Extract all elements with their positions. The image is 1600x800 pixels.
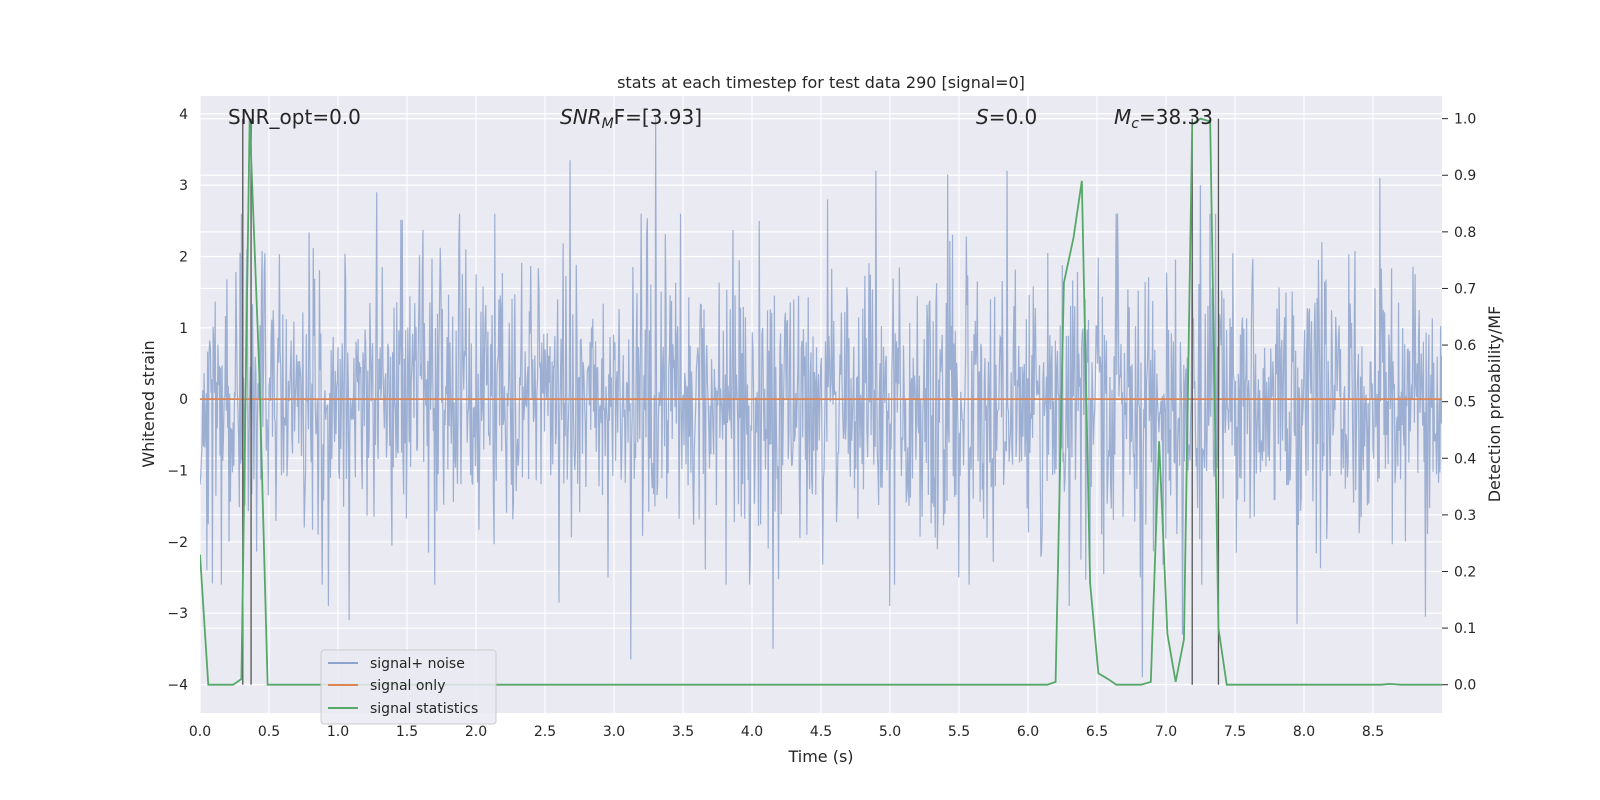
annotation-s-rest: =0.0 <box>989 105 1038 129</box>
right-tick-label: 1.0 <box>1454 112 1476 128</box>
y-axis-ticks: −4 −3 −2 −1 0 1 2 3 4 <box>167 107 188 694</box>
signal-statistics-line <box>200 117 1442 686</box>
x-tick-label: 8.0 <box>1293 724 1315 740</box>
right-axis-ticks: 0.0 0.1 0.2 0.3 0.4 0.5 0.6 0.7 0.8 0.9 1.0 <box>1442 112 1476 694</box>
x-tick-label: 3.5 <box>672 724 694 740</box>
series-signal-noise <box>200 117 1442 678</box>
right-tick-label: 0.2 <box>1454 564 1476 580</box>
x-tick-label: 1.5 <box>396 724 418 740</box>
y-tick-label: 3 <box>179 178 188 194</box>
annotation-mc-sub: c <box>1131 116 1139 132</box>
y-tick-label: 2 <box>179 249 188 265</box>
y-tick-label: −1 <box>167 463 188 479</box>
annotation-s-main: S <box>976 105 989 129</box>
annotation-snr-mf-sub: M <box>602 116 614 132</box>
y-axis-label: Whitened strain <box>139 340 158 467</box>
series-signal-statistics <box>200 117 1442 686</box>
legend: signal+ noise signal only signal statist… <box>320 649 497 725</box>
x-axis-ticks: 0.0 0.5 1.0 1.5 2.0 2.5 3.0 3.5 4.0 4.5 5.0 5.5 6.0 6… <box>189 724 1384 740</box>
x-tick-label: 2.0 <box>465 724 487 740</box>
right-tick-label: 0.1 <box>1454 621 1476 637</box>
y-tick-label: 0 <box>179 392 188 408</box>
chart-title: stats at each timestep for test data 290… <box>617 73 1025 92</box>
annotation-mc: Mc=38.33 <box>1114 105 1213 132</box>
y-tick-label: −2 <box>167 535 188 551</box>
legend-label-signal-statistics: signal statistics <box>370 701 478 717</box>
x-axis-label: Time (s) <box>787 747 853 766</box>
x-tick-label: 5.0 <box>879 724 901 740</box>
y-tick-label: −4 <box>167 677 188 693</box>
annotation-snr-mf-rest: F=[3.93] <box>614 105 702 129</box>
x-tick-label: 5.5 <box>948 724 970 740</box>
x-tick-label: 1.0 <box>327 724 349 740</box>
x-tick-label: 0.5 <box>258 724 280 740</box>
x-tick-label: 7.5 <box>1224 724 1246 740</box>
x-tick-label: 4.0 <box>741 724 763 740</box>
x-tick-label: 7.0 <box>1155 724 1177 740</box>
legend-box <box>320 649 497 725</box>
right-tick-label: 0.3 <box>1454 508 1476 524</box>
annotation-snr-mf-main: SNR <box>560 105 602 129</box>
y-tick-label: 4 <box>179 107 188 123</box>
annotation-snr-mf: SNRMF=[3.93] <box>560 105 702 132</box>
annotation-snr-opt: SNR_opt=0.0 <box>228 105 361 129</box>
right-tick-label: 0.7 <box>1454 281 1476 297</box>
legend-label-signal-only: signal only <box>370 678 445 694</box>
right-tick-label: 0.8 <box>1454 225 1476 241</box>
signal-noise-line <box>200 117 1442 678</box>
x-tick-label: 4.5 <box>810 724 832 740</box>
x-tick-label: 8.5 <box>1362 724 1384 740</box>
legend-label-signal-noise: signal+ noise <box>370 656 465 672</box>
right-tick-label: 0.4 <box>1454 451 1476 467</box>
annotation-mc-main: M <box>1114 105 1131 129</box>
right-tick-label: 0.5 <box>1454 395 1476 411</box>
y-tick-label: −3 <box>167 606 188 622</box>
right-axis-label: Detection probability/MF <box>1485 306 1504 503</box>
right-tick-label: 0.6 <box>1454 338 1476 354</box>
annotation-s: S=0.0 <box>976 105 1037 129</box>
plot-content <box>200 117 1442 686</box>
annotation-mc-rest: =38.33 <box>1139 105 1213 129</box>
x-tick-label: 3.0 <box>603 724 625 740</box>
y-tick-label: 1 <box>179 321 188 337</box>
right-tick-label: 0.0 <box>1454 678 1476 694</box>
x-tick-label: 0.0 <box>189 724 211 740</box>
x-tick-label: 6.0 <box>1017 724 1039 740</box>
x-tick-label: 2.5 <box>534 724 556 740</box>
right-tick-label: 0.9 <box>1454 168 1476 184</box>
x-tick-label: 6.5 <box>1086 724 1108 740</box>
